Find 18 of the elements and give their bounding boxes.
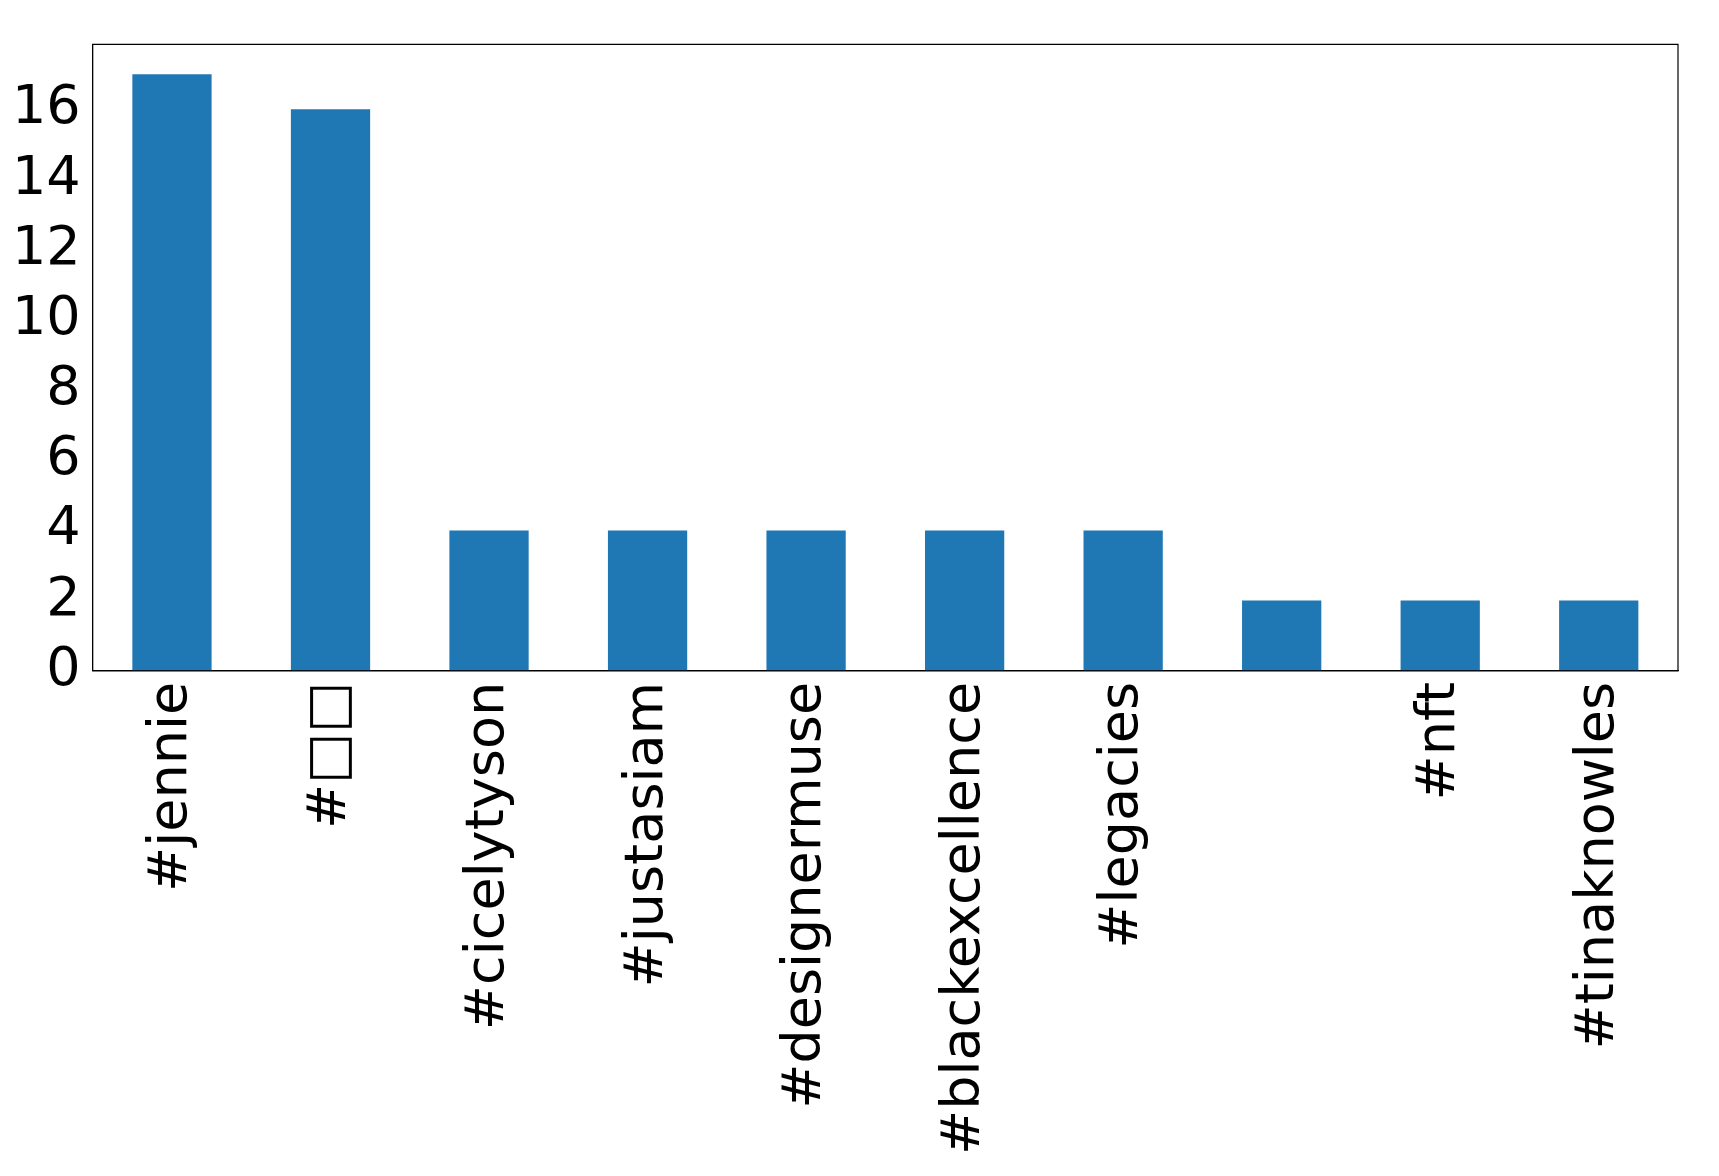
- x-tick-label: #designermuse: [770, 681, 834, 1109]
- y-tick-label: 6: [46, 424, 81, 488]
- y-tick-label: 12: [11, 213, 81, 277]
- y-tick-label: 2: [46, 564, 81, 628]
- x-tick-label: #cicelytyson: [453, 681, 517, 1031]
- x-tick-label: #justasiam: [611, 681, 675, 988]
- x-tick-label: #jennie: [136, 681, 200, 892]
- x-tick-label: #□□: [294, 681, 358, 830]
- y-tick-label: 8: [46, 354, 81, 418]
- y-tick-label: 0: [46, 634, 81, 698]
- y-tick-label: 10: [11, 283, 81, 347]
- x-tick-label: #nft: [1404, 681, 1468, 801]
- x-tick-label: #tinaknowles: [1562, 681, 1626, 1050]
- y-tick-label: 14: [11, 143, 81, 207]
- y-tick-label: 16: [11, 73, 81, 137]
- x-tick-label: #legacies: [1087, 681, 1151, 949]
- x-tick-label: #blackexcellence: [928, 681, 992, 1156]
- y-tick-label: 4: [46, 494, 81, 558]
